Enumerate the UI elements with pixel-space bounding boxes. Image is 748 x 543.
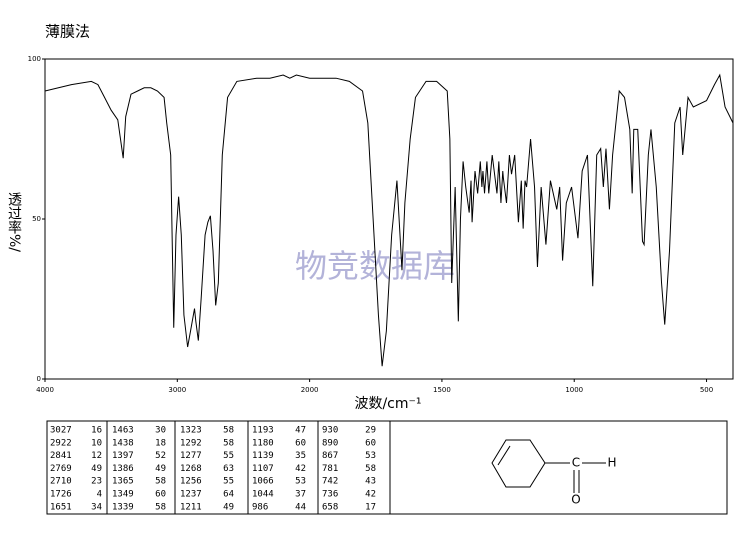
table-cell: 18 xyxy=(155,438,166,448)
table-cell: 1463 xyxy=(112,426,134,436)
table-cell: 44 xyxy=(295,502,306,512)
table-cell: 1323 xyxy=(180,426,202,436)
table-cell: 1386 xyxy=(112,464,134,474)
table-cell: 53 xyxy=(365,451,376,461)
atom-label: H xyxy=(607,456,616,470)
y-tick-label: 50 xyxy=(32,215,41,223)
table-cell: 58 xyxy=(365,464,376,474)
table-cell: 658 xyxy=(322,502,338,512)
table-cell: 16 xyxy=(91,426,102,436)
table-cell: 30 xyxy=(155,426,166,436)
table-cell: 1211 xyxy=(180,502,202,512)
table-cell: 1193 xyxy=(252,426,274,436)
table-cell: 58 xyxy=(223,438,234,448)
table-cell: 1339 xyxy=(112,502,134,512)
table-cell: 10 xyxy=(91,438,102,448)
table-cell: 37 xyxy=(295,490,306,500)
table-cell: 890 xyxy=(322,438,338,448)
table-cell: 781 xyxy=(322,464,338,474)
table-cell: 64 xyxy=(223,490,234,500)
spectrum-line xyxy=(44,73,734,367)
table-cell: 35 xyxy=(295,451,306,461)
x-tick-label: 4000 xyxy=(36,386,54,394)
x-tick-label: 1500 xyxy=(433,386,451,394)
table-cell: 49 xyxy=(155,464,166,474)
table-cell: 52 xyxy=(155,451,166,461)
table-cell: 2769 xyxy=(50,464,72,474)
ring xyxy=(491,439,546,488)
table-cell: 60 xyxy=(365,438,376,448)
table-cell: 55 xyxy=(223,451,234,461)
table-cell: 29 xyxy=(365,426,376,436)
x-tick-label: 1000 xyxy=(565,386,583,394)
table-cell: 12 xyxy=(91,451,102,461)
table-cell: 34 xyxy=(91,502,102,512)
table-cell: 49 xyxy=(91,464,102,474)
x-tick-label: 3000 xyxy=(168,386,186,394)
y-tick-label: 0 xyxy=(37,375,41,383)
table-cell: 742 xyxy=(322,477,338,487)
table-cell: 1292 xyxy=(180,438,202,448)
table-cell: 2922 xyxy=(50,438,72,448)
x-axis-label: 波数/cm⁻¹ xyxy=(354,396,421,412)
table-cell: 1438 xyxy=(112,438,134,448)
table-cell: 42 xyxy=(295,464,306,474)
table-cell: 867 xyxy=(322,451,338,461)
x-tick-label: 2000 xyxy=(301,386,319,394)
table-cell: 58 xyxy=(155,502,166,512)
table-cell: 2710 xyxy=(50,477,72,487)
y-axis-label: 透过率%/ xyxy=(6,192,22,252)
table-cell: 1107 xyxy=(252,464,274,474)
atom-label: C xyxy=(572,456,580,470)
table-cell: 1066 xyxy=(252,477,274,487)
table-cell: 1139 xyxy=(252,451,274,461)
double-bond xyxy=(497,445,511,466)
plot-frame xyxy=(44,58,734,380)
table-cell: 3027 xyxy=(50,426,72,436)
table-cell: 60 xyxy=(155,490,166,500)
table-cell: 1268 xyxy=(180,464,202,474)
table-cell: 17 xyxy=(365,502,376,512)
table-cell: 49 xyxy=(223,502,234,512)
table-cell: 60 xyxy=(295,438,306,448)
table-cell: 58 xyxy=(155,477,166,487)
table-cell: 1180 xyxy=(252,438,274,448)
table-cell: 55 xyxy=(223,477,234,487)
table-cell: 1044 xyxy=(252,490,274,500)
table-cell: 930 xyxy=(322,426,338,436)
table-cell: 1726 xyxy=(50,490,72,500)
table-cell: 1237 xyxy=(180,490,202,500)
title: 薄膜法 xyxy=(45,23,90,41)
table-cell: 43 xyxy=(365,477,376,487)
table-cell: 47 xyxy=(295,426,306,436)
table-cell: 2841 xyxy=(50,451,72,461)
y-tick-label: 100 xyxy=(28,55,41,63)
table-cell: 986 xyxy=(252,502,268,512)
table-cell: 42 xyxy=(365,490,376,500)
table-cell: 23 xyxy=(91,477,102,487)
atom-label: O xyxy=(571,493,580,507)
table-cell: 1365 xyxy=(112,477,134,487)
structure-frame xyxy=(389,420,728,515)
table-cell: 1397 xyxy=(112,451,134,461)
table-cell: 1256 xyxy=(180,477,202,487)
table-cell: 1349 xyxy=(112,490,134,500)
x-tick-label: 500 xyxy=(700,386,713,394)
table-cell: 4 xyxy=(97,490,102,500)
table-cell: 53 xyxy=(295,477,306,487)
molecule xyxy=(491,439,606,493)
table-cell: 736 xyxy=(322,490,338,500)
table-cell: 1277 xyxy=(180,451,202,461)
table-cell: 63 xyxy=(223,464,234,474)
table-cell: 1651 xyxy=(50,502,72,512)
table-cell: 58 xyxy=(223,426,234,436)
